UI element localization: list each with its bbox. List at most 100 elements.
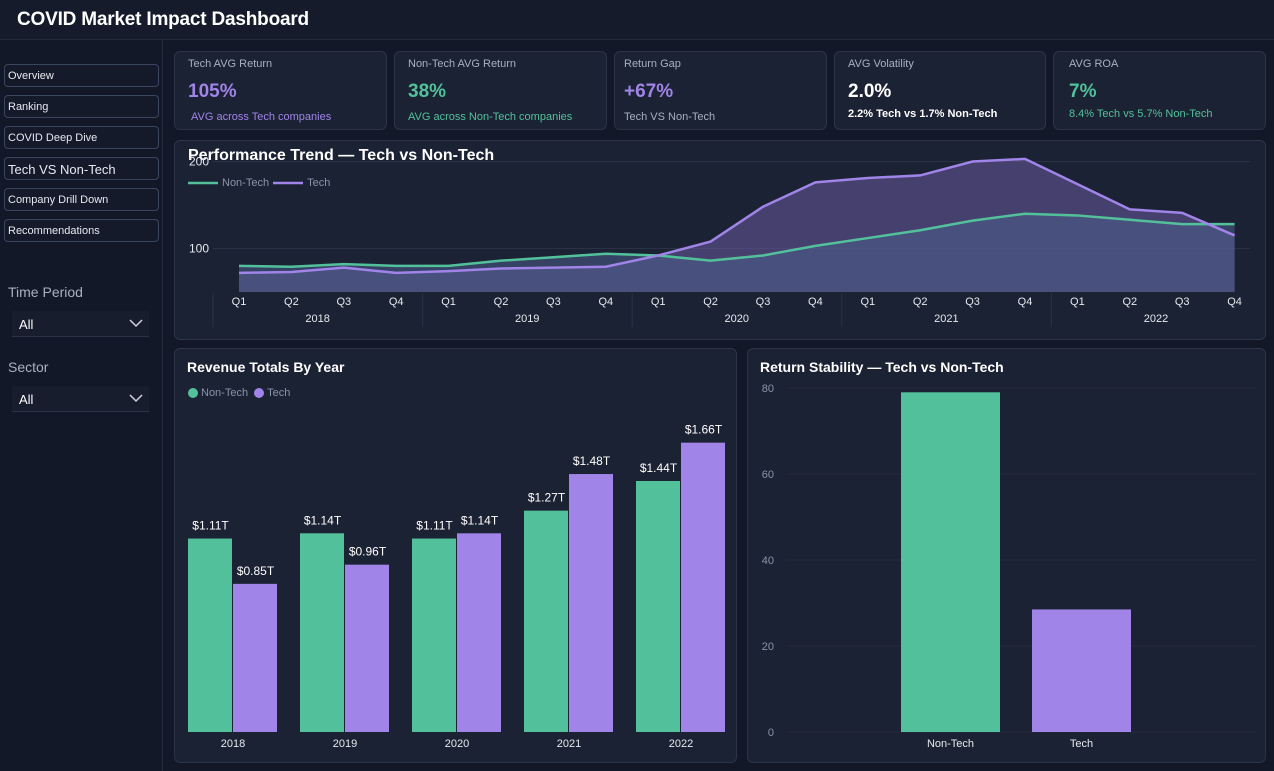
title-bar: COVID Market Impact Dashboard	[0, 0, 1274, 40]
revenue-totals-legend: Non-Tech Tech	[188, 387, 290, 399]
kpi-card-non-tech-avg-return: Non-Tech AVG Return 38% AVG across Non-T…	[394, 51, 607, 130]
sector-dropdown[interactable]: All	[12, 386, 149, 412]
x-tick-quarter: Q1	[860, 296, 875, 308]
sidebar: Overview Ranking COVID Deep Dive Tech VS…	[0, 40, 163, 771]
x-tick-label: Tech	[1070, 738, 1093, 750]
time-period-label: Time Period	[8, 284, 83, 300]
non-tech-bar-2018	[188, 538, 232, 732]
bar-tech	[1032, 609, 1131, 732]
nav-overview-button[interactable]: Overview	[4, 64, 159, 87]
x-tick-year: 2021	[934, 313, 958, 325]
x-tick-quarter: Q2	[1122, 296, 1137, 308]
kpi-subtitle: 2.2% Tech vs 1.7% Non-Tech	[848, 108, 998, 120]
x-tick-quarter: Q3	[336, 296, 351, 308]
legend-tech: Tech	[267, 387, 291, 399]
x-tick-quarter: Q4	[1018, 296, 1033, 308]
kpi-value: 2.0%	[848, 81, 892, 102]
revenue-totals-title: Revenue Totals By Year	[187, 359, 345, 375]
x-tick-quarter: Q4	[389, 296, 404, 308]
chevron-down-icon	[129, 319, 143, 328]
kpi-card-return-gap: Return Gap +67% Tech VS Non-Tech	[614, 51, 827, 130]
non-tech-area	[239, 213, 1235, 292]
y-tick-label: 60	[762, 469, 774, 481]
y-tick-label: 0	[768, 727, 774, 739]
x-tick-quarter: Q3	[546, 296, 561, 308]
chevron-down-icon	[129, 394, 143, 403]
x-tick-quarter: Q1	[1070, 296, 1085, 308]
x-tick-label: Non-Tech	[927, 738, 974, 750]
nav-company-drill-down-button[interactable]: Company Drill Down	[4, 188, 159, 211]
kpi-subtitle: Tech VS Non-Tech	[624, 111, 716, 123]
x-tick-year: 2019	[333, 738, 357, 750]
x-tick-year: 2019	[515, 313, 539, 325]
kpi-subtitle: AVG across Tech companies	[191, 111, 332, 123]
revenue-totals-panel: Revenue Totals By Year Non-Tech Tech $1.…	[174, 348, 737, 763]
time-period-dropdown[interactable]: All	[12, 311, 149, 337]
x-tick-quarter: Q1	[651, 296, 666, 308]
kpi-title: AVG ROA	[1069, 58, 1119, 70]
performance-trend-title: Performance Trend — Tech vs Non-Tech	[188, 147, 495, 164]
y-tick-label: 20	[762, 641, 774, 653]
x-tick-quarter: Q2	[703, 296, 718, 308]
kpi-subtitle: AVG across Non-Tech companies	[408, 111, 573, 123]
tech-bar-2021	[569, 474, 613, 732]
non-tech-series-line	[238, 212, 1235, 269]
x-tick-quarter: Q2	[284, 296, 299, 308]
revenue-totals-chart: $1.11T $0.85T 2018 $1.14T $0.96T 2019 $1.11T $1…	[188, 423, 725, 750]
x-tick-year: 2021	[557, 738, 581, 750]
x-tick-year: 2022	[669, 738, 693, 750]
legend-non-tech: Non-Tech	[222, 177, 270, 189]
data-label: $1.14T	[304, 513, 342, 527]
kpi-title: Tech AVG Return	[188, 58, 273, 70]
kpi-value: 105%	[188, 81, 237, 102]
return-stability-title: Return Stability — Tech vs Non-Tech	[760, 359, 1004, 375]
legend-tech: Tech	[307, 177, 331, 189]
tech-series-line	[238, 157, 1236, 275]
data-label: $1.48T	[573, 454, 611, 468]
x-tick-year: 2020	[725, 313, 749, 325]
kpi-card-tech-avg-return: Tech AVG Return 105% AVG across Tech com…	[174, 51, 387, 130]
nav-tech-vs-non-tech-button[interactable]: Tech VS Non-Tech	[4, 157, 159, 180]
tech-bar-2018	[233, 583, 277, 732]
data-label: $1.14T	[461, 513, 499, 527]
x-tick-quarter: Q4	[598, 296, 613, 308]
non-tech-bar-2020	[412, 538, 456, 732]
x-tick-year: 2022	[1144, 313, 1168, 325]
x-tick-year: 2020	[445, 738, 469, 750]
x-tick-quarter: Q3	[1175, 296, 1190, 308]
kpi-subtitle: 8.4% Tech vs 5.7% Non-Tech	[1069, 108, 1213, 120]
kpi-card-avg-roa: AVG ROA 7% 8.4% Tech vs 5.7% Non-Tech	[1053, 51, 1266, 130]
performance-trend-legend: Non-Tech Tech	[188, 177, 330, 189]
tech-bar-2019	[345, 564, 389, 732]
tech-bar-2020	[457, 533, 501, 732]
x-tick-quarter: Q1	[232, 296, 247, 308]
x-tick-quarter: Q2	[494, 296, 509, 308]
data-label: $1.27T	[528, 491, 566, 505]
legend-non-tech: Non-Tech	[201, 387, 249, 399]
kpi-title: Non-Tech AVG Return	[408, 58, 517, 70]
non-tech-bar-2022	[636, 481, 680, 732]
nav-covid-deep-dive-button[interactable]: COVID Deep Dive	[4, 126, 159, 149]
x-tick-quarter: Q3	[756, 296, 771, 308]
nav-ranking-button[interactable]: Ranking	[4, 95, 159, 118]
time-period-value: All	[19, 317, 34, 332]
data-label: $1.11T	[416, 519, 453, 533]
kpi-title: Return Gap	[624, 58, 681, 70]
kpi-value: 7%	[1069, 81, 1097, 102]
non-tech-bar-2019	[300, 533, 344, 732]
data-label: $0.85T	[237, 564, 275, 578]
x-tick-quarter: Q3	[965, 296, 980, 308]
return-stability-chart: 0 20 40 60 80 Non-Tech Tech	[762, 383, 1256, 750]
nav-recommendations-button[interactable]: Recommendations	[4, 219, 159, 242]
x-tick-quarter: Q1	[441, 296, 456, 308]
kpi-card-avg-volatility: AVG Volatility 2.0% 2.2% Tech vs 1.7% No…	[834, 51, 1046, 130]
sector-label: Sector	[8, 359, 49, 375]
x-tick-quarter: Q4	[808, 296, 823, 308]
return-stability-panel: Return Stability — Tech vs Non-Tech 0 20 4…	[747, 348, 1266, 763]
bar-non-tech	[901, 392, 1000, 732]
y-tick-label: 200	[189, 155, 209, 169]
x-tick-quarter: Q4	[1227, 296, 1242, 308]
kpi-value: +67%	[624, 81, 674, 102]
performance-trend-chart: 100 200 Q1 Q2 Q3 Q4 Q1 Q2 Q3 Q4 Q1 Q2 Q3 Q4 Q1 Q2 Q3 Q4 Q1…	[189, 155, 1250, 327]
dashboard-title: COVID Market Impact Dashboard	[17, 9, 309, 30]
